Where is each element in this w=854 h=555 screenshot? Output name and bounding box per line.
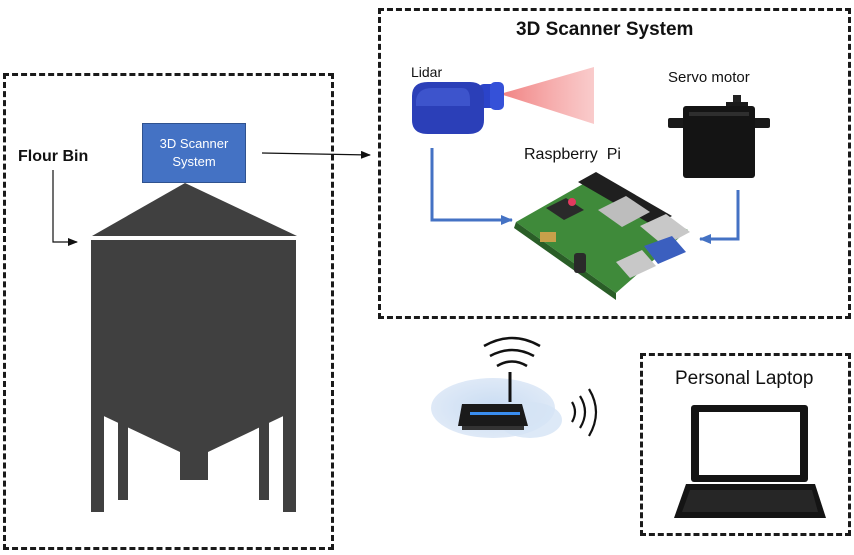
- wifi-router-icon: [431, 336, 598, 438]
- silo-outlet: [180, 450, 208, 480]
- lidar-to-pi-arrow: [430, 148, 513, 225]
- silo-leg-left-inner: [118, 420, 128, 500]
- silo-leg-right-outer: [283, 408, 296, 512]
- signal-wave-3: [588, 388, 598, 437]
- flour-bin-silo: [89, 183, 298, 512]
- flour-bin-pointer-arrow: [52, 170, 78, 246]
- scanner-block: 3D Scanner System: [142, 123, 246, 183]
- flour-bin-frame: [3, 73, 334, 550]
- servo-motor-label: Servo motor: [668, 69, 750, 86]
- silo-body: [91, 240, 296, 458]
- raspberry-pi-board: [514, 172, 690, 300]
- scanner-block-label: 3D Scanner System: [159, 136, 229, 169]
- scanner-system-frame: [378, 8, 851, 319]
- flour-bin-label: Flour Bin: [18, 148, 89, 165]
- lidar-label: Lidar: [411, 64, 443, 80]
- servo-motor-icon: [668, 95, 770, 178]
- scanner-system-title: 3D Scanner System: [516, 19, 694, 40]
- signal-wave-2: [579, 395, 587, 429]
- laser-beam: [500, 67, 594, 124]
- laptop-frame: [640, 353, 851, 536]
- silo-roof: [92, 183, 297, 236]
- raspberry-pi-label: Raspberry Pi: [524, 146, 621, 163]
- laptop-label: Personal Laptop: [675, 368, 814, 389]
- silo-leg-left-outer: [91, 408, 104, 512]
- signal-wave-1: [571, 401, 577, 423]
- laptop-icon: [674, 405, 826, 518]
- scanner-link-arrow: [261, 150, 371, 159]
- silo-leg-right-inner: [259, 420, 269, 500]
- lidar-icon: [412, 67, 594, 134]
- servo-to-pi-arrow: [699, 190, 740, 244]
